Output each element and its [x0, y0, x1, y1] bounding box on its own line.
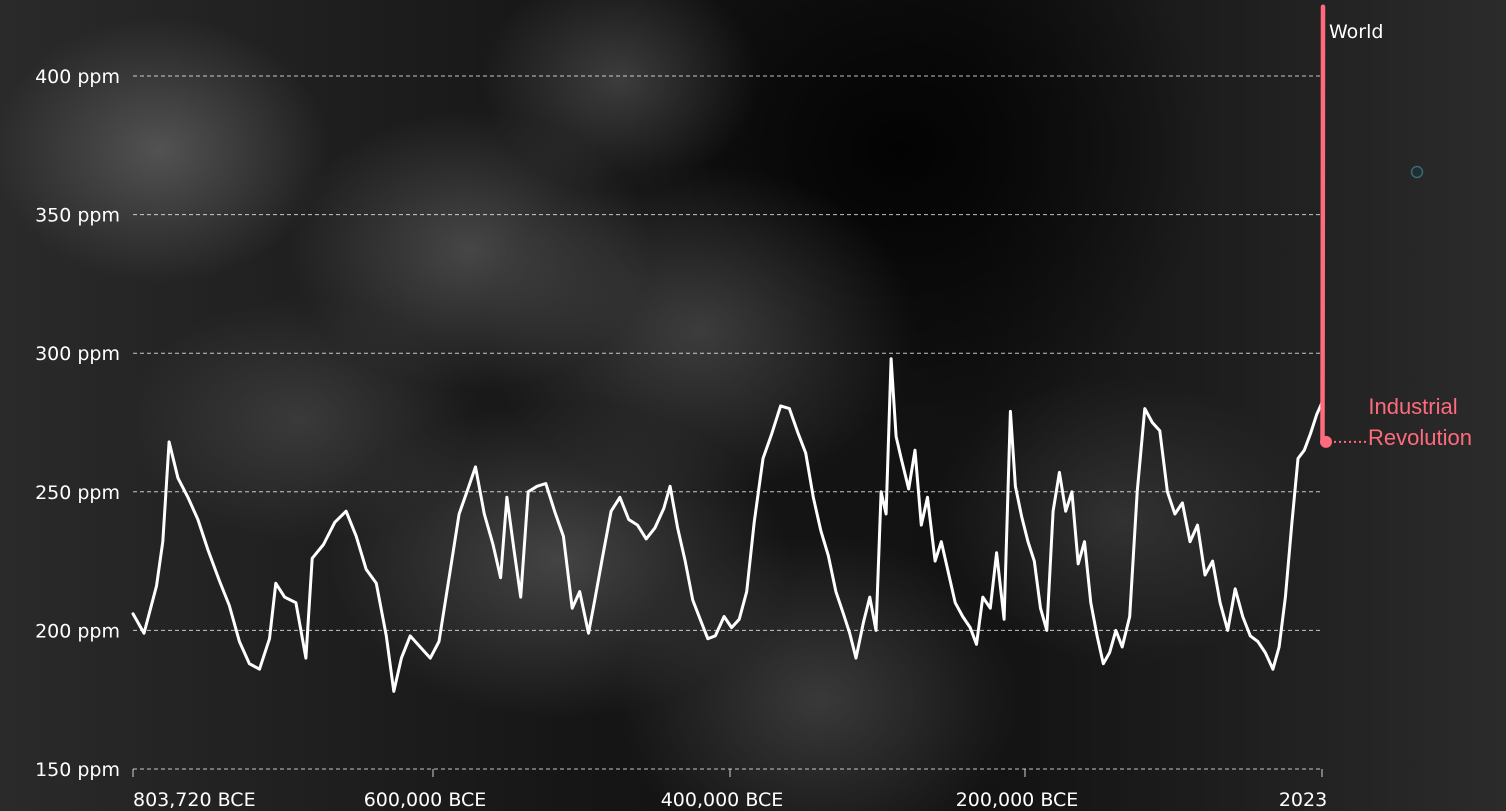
x-tick-label: 400,000 BCE [661, 789, 784, 811]
annotation-label-line2: Revolution [1368, 425, 1472, 450]
annotation-label-line1: Industrial [1368, 394, 1457, 419]
y-tick-label: 200 ppm [35, 620, 120, 642]
gridlines [133, 75, 1320, 770]
series-line-recent-spike [1320, 4, 1326, 445]
annotation-dot [1320, 435, 1332, 448]
y-tick-label: 350 ppm [35, 205, 120, 227]
series-line-world [131, 357, 1324, 693]
y-tick-label: 250 ppm [35, 482, 120, 504]
y-axis-labels: 150 ppm 200 ppm 250 ppm 300 ppm 350 ppm 400 p… [35, 66, 120, 781]
annotations: World Industrial Revolution [1320, 21, 1472, 450]
stray-marker-dot [1410, 165, 1424, 179]
x-tick-label: 803,720 BCE [133, 789, 256, 811]
y-tick-label: 400 ppm [35, 66, 120, 88]
series-label-world: World [1329, 21, 1383, 43]
y-tick-label: 300 ppm [35, 343, 120, 365]
x-axis: 803,720 BCE 600,000 BCE 400,000 BCE 200,000… [132, 769, 1327, 811]
x-tick-label: 200,000 BCE [956, 789, 1079, 811]
x-tick-label: 2023 [1279, 789, 1327, 811]
y-tick-label: 150 ppm [35, 759, 120, 781]
series-lines [131, 4, 1326, 693]
x-tick-label: 600,000 BCE [364, 789, 487, 811]
